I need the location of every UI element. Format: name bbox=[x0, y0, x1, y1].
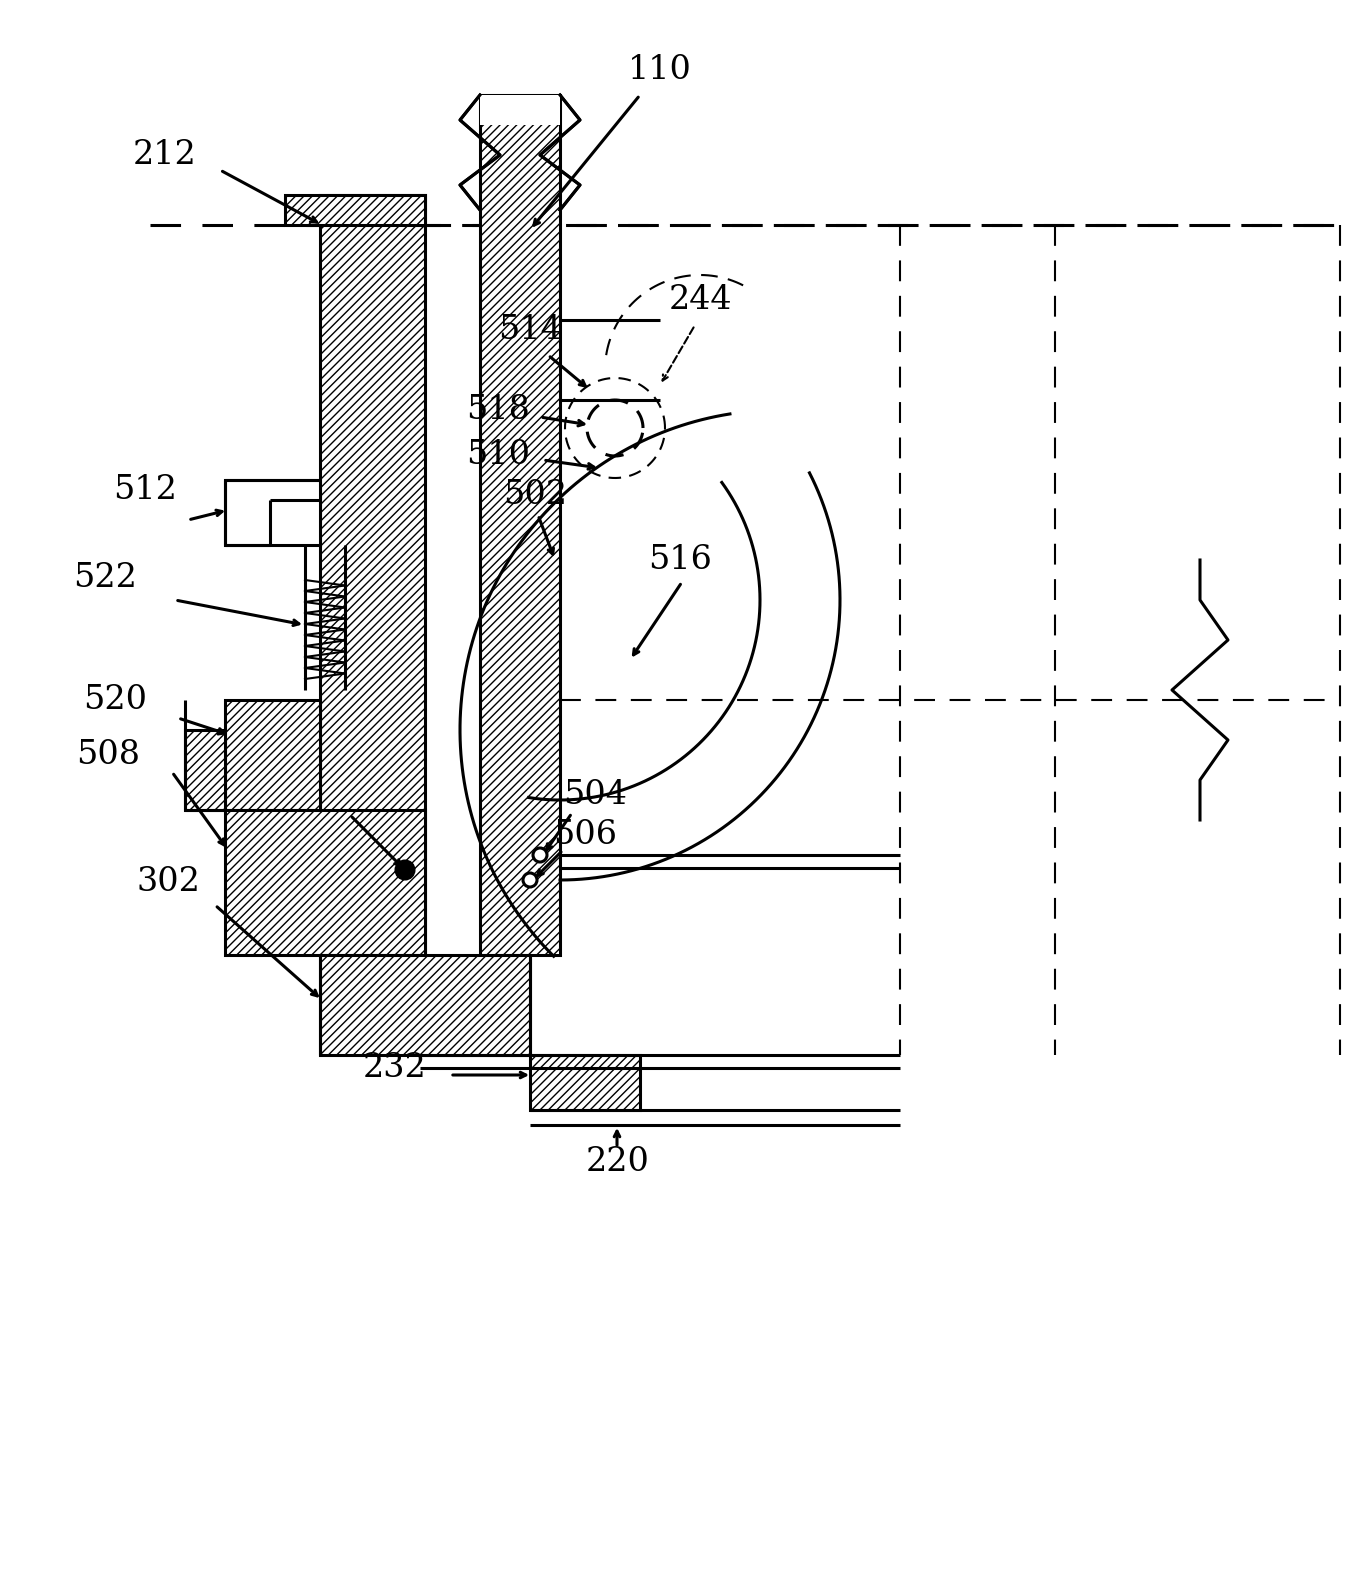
Bar bbox=[285, 195, 425, 225]
Text: 502: 502 bbox=[503, 479, 567, 510]
Text: 110: 110 bbox=[627, 54, 692, 87]
Bar bbox=[225, 810, 425, 954]
Bar bbox=[185, 729, 225, 810]
Text: 508: 508 bbox=[75, 739, 140, 772]
Text: 220: 220 bbox=[586, 1147, 649, 1178]
Bar bbox=[321, 954, 530, 1055]
Bar bbox=[225, 480, 321, 545]
Text: 504: 504 bbox=[563, 780, 627, 811]
Text: 302: 302 bbox=[136, 866, 200, 898]
Text: 244: 244 bbox=[669, 284, 732, 317]
Text: 520: 520 bbox=[84, 684, 147, 717]
Text: 514: 514 bbox=[499, 313, 562, 346]
Text: 232: 232 bbox=[363, 1052, 427, 1084]
Text: 510: 510 bbox=[466, 439, 530, 471]
Ellipse shape bbox=[533, 847, 547, 862]
Bar bbox=[479, 94, 560, 954]
Ellipse shape bbox=[523, 873, 537, 887]
Text: 516: 516 bbox=[648, 543, 712, 576]
Text: 512: 512 bbox=[114, 474, 177, 506]
Ellipse shape bbox=[396, 862, 414, 879]
Bar bbox=[321, 195, 425, 954]
Bar bbox=[479, 94, 560, 124]
Bar bbox=[530, 1055, 640, 1110]
Bar bbox=[225, 699, 321, 810]
Text: 212: 212 bbox=[133, 139, 197, 172]
Text: 506: 506 bbox=[553, 819, 616, 850]
Text: 522: 522 bbox=[73, 562, 137, 594]
Text: 518: 518 bbox=[466, 394, 530, 425]
